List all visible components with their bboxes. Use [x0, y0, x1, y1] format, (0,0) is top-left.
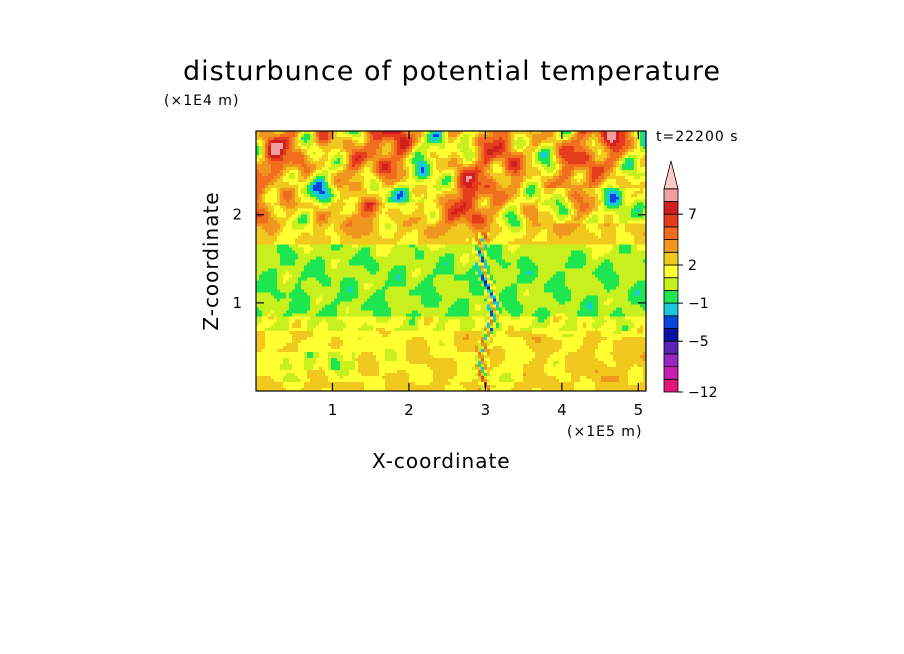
colorbar-segment [663, 302, 679, 317]
colorbar-segment [663, 277, 679, 291]
colorbar-segment [663, 328, 679, 342]
colorbar-tick-label: −1 [688, 296, 709, 312]
colorbar-segment [663, 340, 679, 355]
colorbar-segment [663, 239, 679, 253]
plot-frame [255, 130, 647, 392]
colorbar-segment [663, 201, 679, 215]
y-tick-label: 2 [232, 206, 242, 224]
colorbar-tick-label: 7 [688, 207, 697, 223]
contour-field [256, 131, 647, 392]
colorbar: −12−5−127 [663, 160, 718, 401]
x-tick-label: 2 [404, 401, 414, 419]
colorbar-tick-label: −12 [688, 385, 718, 401]
x-axis-label: X-coordinate [372, 449, 511, 473]
colorbar-segment [663, 264, 679, 279]
x-tick-label: 5 [634, 401, 644, 419]
x-axis-unit-label: (×1E5 m) [567, 424, 643, 440]
colorbar-segment [663, 353, 679, 367]
x-tick-label: 3 [481, 401, 491, 419]
colorbar-segment [663, 289, 679, 304]
colorbar-tick-label: −5 [688, 334, 709, 350]
time-label: t=22200 s [656, 129, 739, 145]
colorbar-segment [663, 226, 679, 240]
colorbar-segment [663, 213, 679, 228]
y-axis-unit-label: (×1E4 m) [164, 93, 240, 109]
colorbar-segment [663, 366, 679, 380]
colorbar-segment [663, 378, 679, 393]
y-tick-label: 1 [232, 294, 242, 312]
colorbar-segment [663, 315, 679, 329]
colorbar-tick-label: 2 [688, 258, 697, 274]
x-tick-label: 4 [557, 401, 567, 419]
chart-title: disturbunce of potential temperature [183, 56, 721, 87]
axes: 1 2 3 4 5 1 2 [232, 131, 646, 419]
colorbar-segment [663, 188, 679, 202]
x-tick-label: 1 [328, 401, 338, 419]
colorbar-extend-arrow [663, 160, 679, 190]
colorbar-segment [663, 251, 679, 266]
